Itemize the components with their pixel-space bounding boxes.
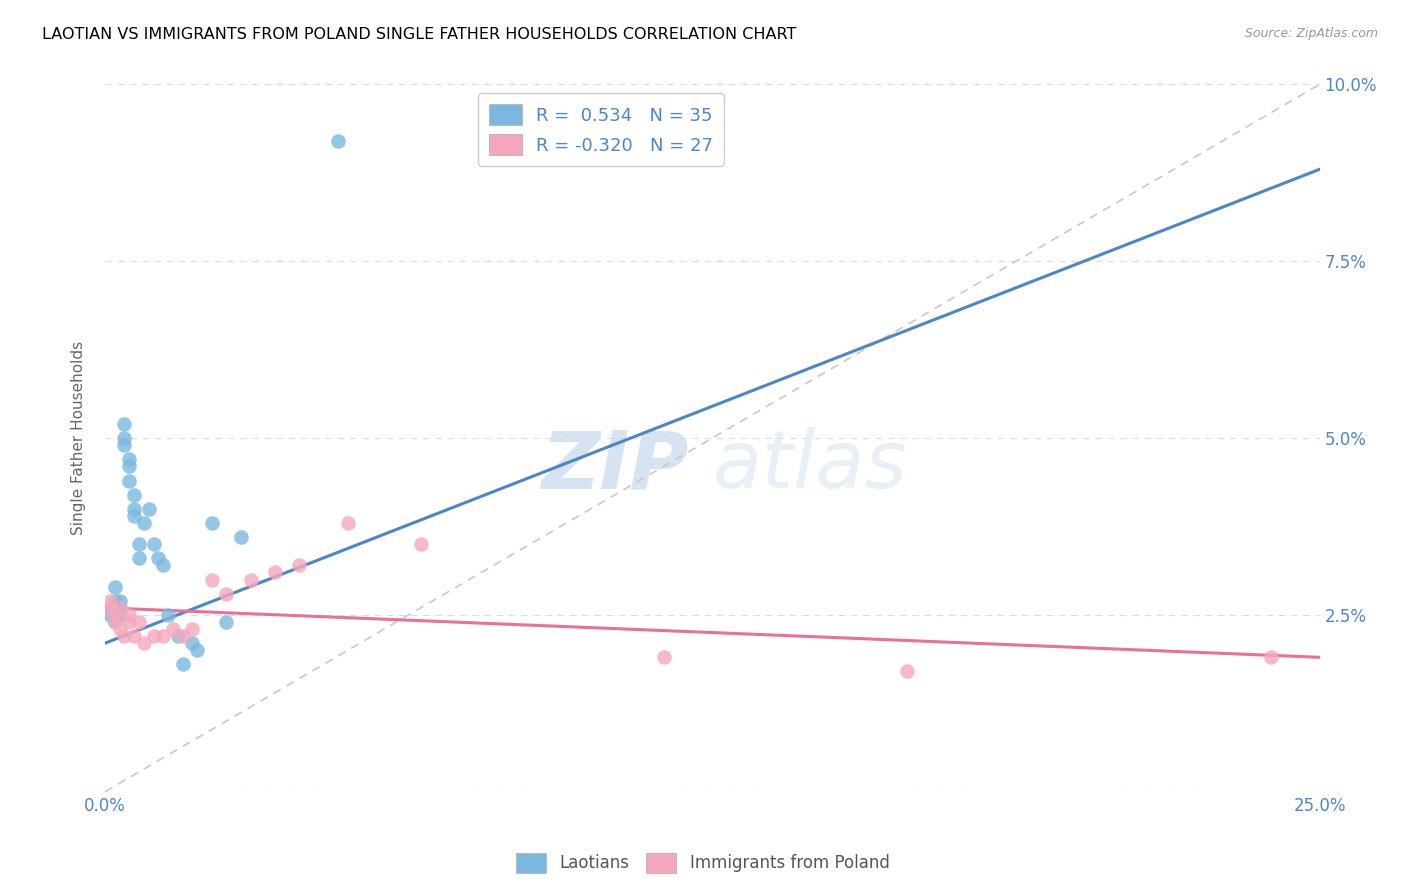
Point: [172, 657, 194, 672]
Point: [239, 573, 262, 587]
Point: [108, 600, 131, 615]
Legend: Laotians, Immigrants from Poland: Laotians, Immigrants from Poland: [510, 847, 896, 880]
Point: [1260, 650, 1282, 665]
Point: [181, 636, 204, 650]
Point: [118, 474, 141, 488]
Point: [201, 516, 224, 530]
Y-axis label: Single Father Households: Single Father Households: [72, 341, 86, 535]
Point: [215, 587, 238, 601]
Point: [98, 600, 121, 615]
Point: [181, 622, 204, 636]
Point: [108, 593, 131, 607]
Point: [167, 629, 190, 643]
Point: [122, 629, 145, 643]
Point: [172, 629, 194, 643]
Point: [409, 537, 432, 551]
Point: [201, 573, 224, 587]
Point: [288, 558, 311, 573]
Point: [128, 537, 150, 551]
Point: [104, 593, 127, 607]
Point: [112, 417, 135, 431]
Legend: R =  0.534   N = 35, R = -0.320   N = 27: R = 0.534 N = 35, R = -0.320 N = 27: [478, 94, 724, 166]
Point: [108, 607, 131, 622]
Point: [328, 134, 350, 148]
Point: [118, 452, 141, 467]
Point: [122, 508, 145, 523]
Text: ZIP: ZIP: [541, 427, 688, 506]
Point: [104, 607, 127, 622]
Point: [162, 622, 184, 636]
Point: [128, 615, 150, 629]
Point: [122, 501, 145, 516]
Point: [112, 431, 135, 445]
Point: [186, 643, 208, 657]
Point: [229, 530, 252, 544]
Point: [128, 551, 150, 566]
Point: [896, 665, 918, 679]
Text: Source: ZipAtlas.com: Source: ZipAtlas.com: [1244, 27, 1378, 40]
Text: LAOTIAN VS IMMIGRANTS FROM POLAND SINGLE FATHER HOUSEHOLDS CORRELATION CHART: LAOTIAN VS IMMIGRANTS FROM POLAND SINGLE…: [42, 27, 797, 42]
Point: [652, 650, 675, 665]
Point: [152, 629, 174, 643]
Point: [157, 607, 180, 622]
Point: [152, 558, 174, 573]
Point: [118, 459, 141, 474]
Point: [132, 636, 155, 650]
Point: [264, 566, 287, 580]
Point: [104, 615, 127, 629]
Point: [118, 615, 141, 629]
Point: [108, 600, 131, 615]
Point: [215, 615, 238, 629]
Point: [104, 615, 127, 629]
Point: [132, 516, 155, 530]
Point: [98, 600, 121, 615]
Point: [108, 600, 131, 615]
Point: [108, 622, 131, 636]
Point: [98, 593, 121, 607]
Point: [112, 438, 135, 452]
Point: [138, 501, 160, 516]
Point: [336, 516, 359, 530]
Point: [142, 537, 165, 551]
Point: [148, 551, 170, 566]
Point: [112, 629, 135, 643]
Point: [142, 629, 165, 643]
Point: [104, 580, 127, 594]
Point: [104, 607, 127, 622]
Point: [118, 607, 141, 622]
Text: atlas: atlas: [713, 427, 907, 506]
Point: [122, 488, 145, 502]
Point: [98, 607, 121, 622]
